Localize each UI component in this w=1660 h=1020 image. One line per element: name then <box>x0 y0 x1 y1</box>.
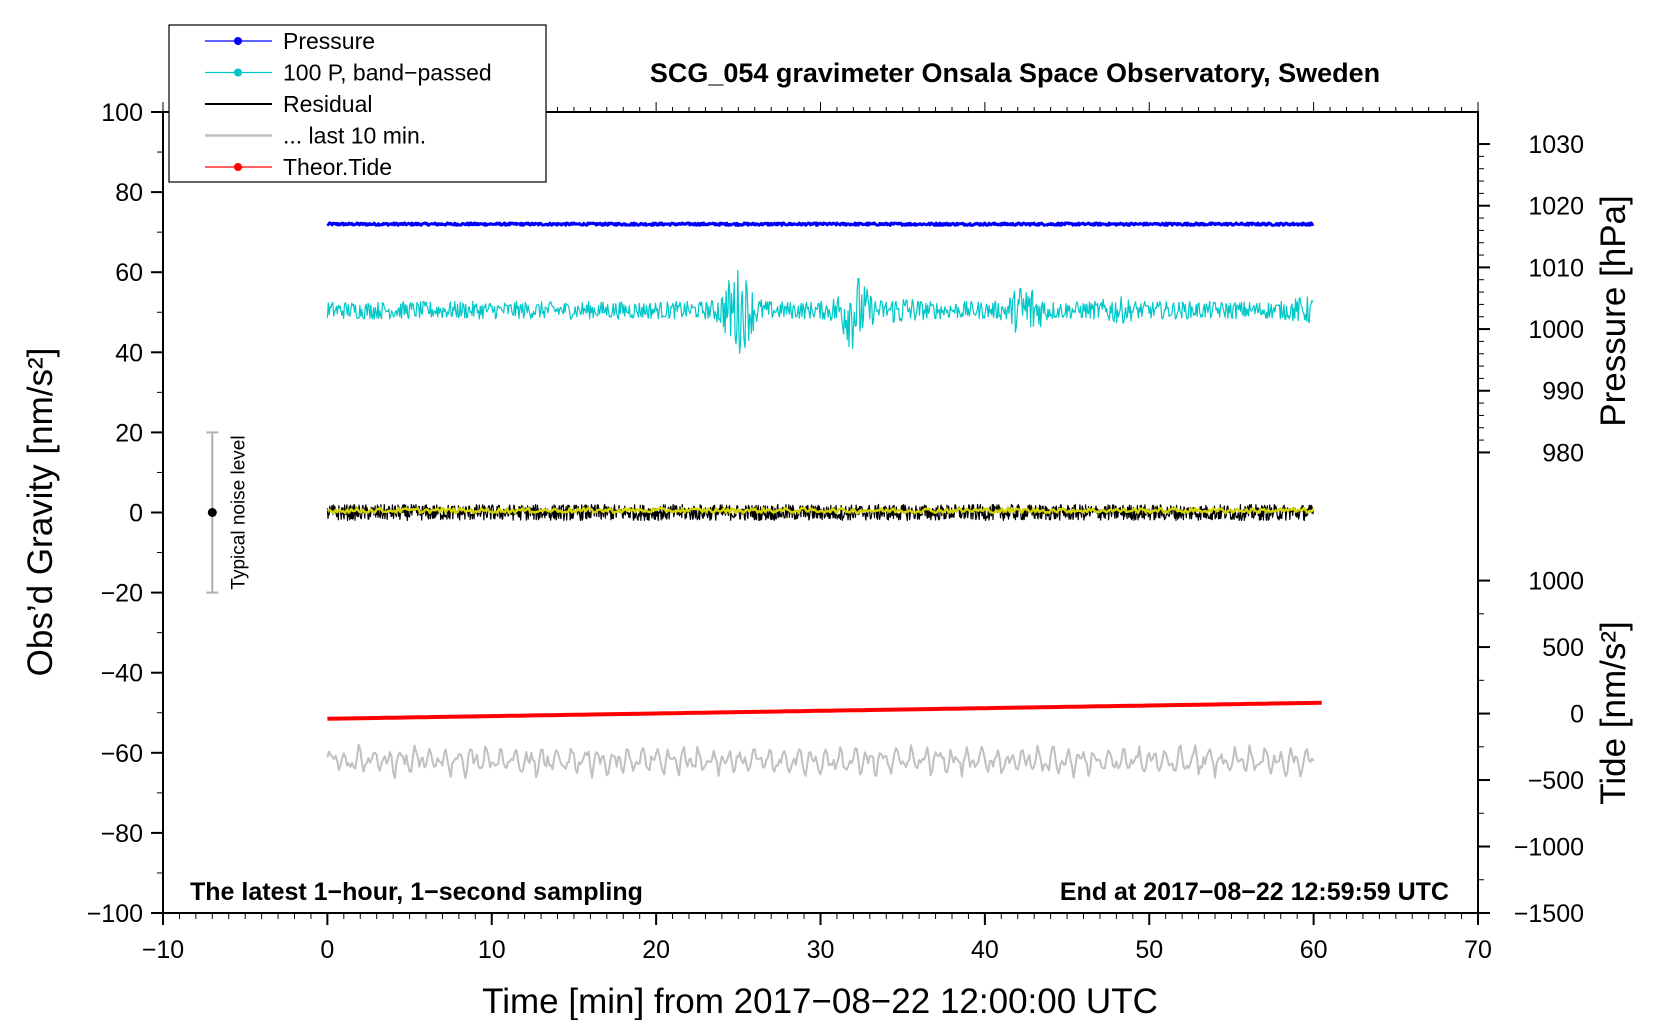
x-tick-label: 30 <box>807 936 835 964</box>
legend-label: 100 P, band−passed <box>283 60 492 86</box>
x-tick-label: 20 <box>642 936 670 964</box>
noise-label: Typical noise level <box>228 435 249 589</box>
noise-bar <box>206 431 219 594</box>
tide-tick-label: 0 <box>1570 701 1584 729</box>
y-tick-label: −80 <box>101 820 143 848</box>
tide-tick-label: −1000 <box>1514 834 1584 862</box>
legend-label: ... last 10 min. <box>283 123 426 149</box>
legend-label: Theor.Tide <box>283 154 392 180</box>
y-tick-label: −100 <box>87 900 143 928</box>
x-tick-label: 60 <box>1300 936 1328 964</box>
tide-tick-label: 500 <box>1542 634 1584 662</box>
x-tick-label: 70 <box>1464 936 1492 964</box>
pressure-tick-label: 980 <box>1542 439 1584 467</box>
bandpassed-line <box>326 269 1314 354</box>
theor-tide-line <box>327 700 1322 721</box>
noise-bar-center <box>207 508 217 517</box>
y-tick-label: 60 <box>115 259 143 287</box>
pressure-line <box>326 221 1315 227</box>
tick-labels: −10 0 10 20 30 40 50 60 70−100−80−60−40−20020406… <box>87 99 1584 964</box>
legend: Pressure 100 P, band−passed Residual ... la… <box>168 24 547 183</box>
y-tick-label: 100 <box>101 99 143 127</box>
series-layer <box>326 221 1322 780</box>
x-axis-label: Time [min] from 2017−08−22 12:00:00 UTC <box>482 982 1158 1020</box>
x-tick-label: 0 <box>320 936 334 964</box>
y-tick-label: 40 <box>115 339 143 367</box>
tide-tick-label: −500 <box>1528 767 1584 795</box>
pressure-tick-label: 1030 <box>1528 131 1584 159</box>
y-axis-label-tide: Tide [nm/s²] <box>1594 621 1633 804</box>
y-axis-label-pressure: Pressure [hPa] <box>1594 195 1633 427</box>
legend-dot <box>234 37 242 45</box>
legend-dot <box>234 163 242 171</box>
pressure-tick-label: 1010 <box>1528 254 1584 282</box>
y-tick-label: −40 <box>101 660 143 688</box>
smoothed-residual-line <box>327 506 1315 515</box>
annotation-right: End at 2017−08−22 12:59:59 UTC <box>1060 878 1449 906</box>
x-tick-label: −10 <box>142 936 184 964</box>
y-tick-label: −60 <box>101 740 143 768</box>
y-tick-label: −20 <box>101 580 143 608</box>
x-tick-label: 40 <box>971 936 999 964</box>
axis-ticks <box>151 102 1490 925</box>
x-tick-label: 10 <box>478 936 506 964</box>
y-tick-label: 20 <box>115 419 143 447</box>
last-10-min-line <box>326 743 1315 780</box>
y-axis-label-left: Obs’d Gravity [nm/s²] <box>21 348 60 677</box>
chart-title: SCG_054 gravimeter Onsala Space Observat… <box>650 58 1380 88</box>
annotation-left: The latest 1−hour, 1−second sampling <box>190 878 643 906</box>
y-tick-label: 0 <box>129 500 143 528</box>
tide-tick-label: −1500 <box>1514 900 1584 928</box>
tide-tick-label: 1000 <box>1528 568 1584 596</box>
pressure-tick-label: 990 <box>1542 378 1584 406</box>
pressure-tick-label: 1020 <box>1528 193 1584 221</box>
x-tick-label: 50 <box>1135 936 1163 964</box>
pressure-tick-label: 1000 <box>1528 316 1584 344</box>
legend-label: Pressure <box>283 28 375 54</box>
y-tick-label: 80 <box>115 179 143 207</box>
legend-label: Residual <box>283 91 373 117</box>
legend-dot <box>234 68 242 77</box>
